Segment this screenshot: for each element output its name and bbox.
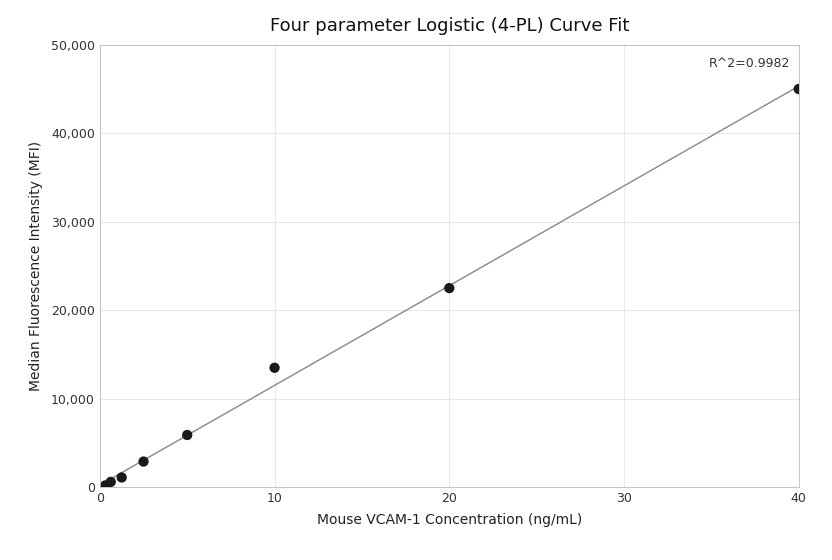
Text: R^2=0.9982: R^2=0.9982: [709, 57, 790, 69]
X-axis label: Mouse VCAM-1 Concentration (ng/mL): Mouse VCAM-1 Concentration (ng/mL): [317, 514, 582, 528]
Point: [792, 85, 805, 94]
Point: [136, 457, 151, 466]
Point: [104, 478, 117, 487]
Point: [268, 363, 281, 372]
Point: [99, 481, 112, 490]
Y-axis label: Median Fluorescence Intensity (MFI): Median Fluorescence Intensity (MFI): [28, 141, 42, 391]
Point: [115, 473, 128, 482]
Point: [443, 283, 456, 292]
Point: [181, 431, 194, 440]
Title: Four parameter Logistic (4-PL) Curve Fit: Four parameter Logistic (4-PL) Curve Fit: [270, 17, 629, 35]
